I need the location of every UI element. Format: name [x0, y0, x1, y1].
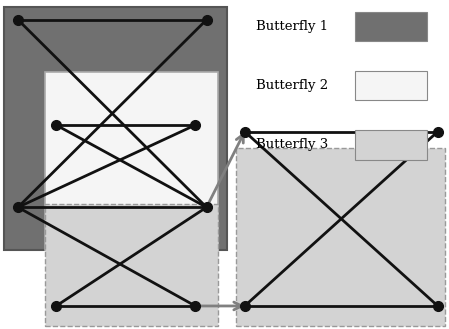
- Text: Butterfly 3: Butterfly 3: [256, 138, 328, 151]
- Text: Butterfly 1: Butterfly 1: [256, 20, 328, 33]
- Bar: [45, 72, 218, 250]
- Bar: [355, 12, 427, 41]
- Text: Butterfly 2: Butterfly 2: [256, 79, 328, 92]
- Bar: [4, 7, 227, 250]
- Bar: [355, 130, 427, 160]
- Bar: [236, 148, 445, 326]
- Bar: [355, 71, 427, 100]
- Bar: [45, 204, 218, 326]
